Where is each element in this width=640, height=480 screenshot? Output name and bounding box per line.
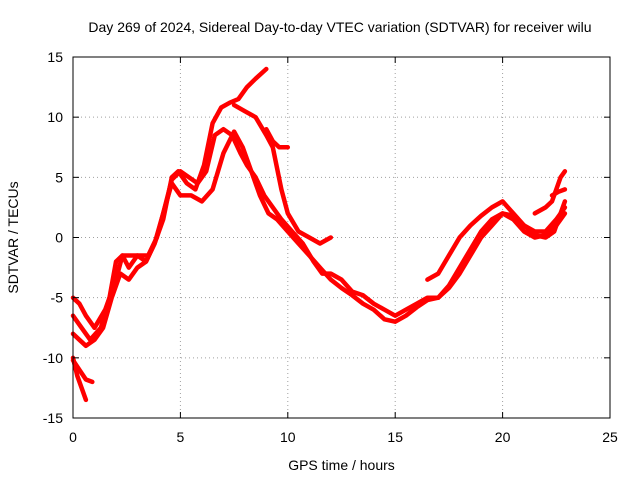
x-tick-label: 0: [69, 429, 77, 445]
y-tick-label: -15: [43, 410, 63, 426]
series-line-arc-6: [425, 199, 568, 282]
y-tick-label: 15: [47, 49, 63, 65]
y-tick-label: -10: [43, 350, 63, 366]
x-tick-label: 20: [495, 429, 511, 445]
series-line-arc-4: [231, 102, 334, 246]
series-line-arc-3: [70, 129, 568, 349]
data-series: [70, 66, 568, 403]
x-tick-label: 10: [280, 429, 296, 445]
y-tick-label: -5: [51, 290, 64, 306]
x-tick-label: 25: [602, 429, 618, 445]
series-line-arc-2: [70, 126, 568, 331]
series-line-arc-5: [264, 126, 291, 150]
y-tick-label: 10: [47, 109, 63, 125]
y-tick-label: 0: [55, 230, 63, 246]
y-axis-label: SDTVAR / TECUs: [5, 181, 21, 293]
x-axis-label: GPS time / hours: [288, 457, 395, 473]
chart-title: Day 269 of 2024, Sidereal Day-to-day VTE…: [88, 19, 591, 35]
series-line-arc-8: [70, 357, 95, 385]
axis-ticks: 0 5 10 15 20 25 15 10 5 0 -5 -10 -15: [43, 49, 618, 445]
y-tick-label: 5: [55, 169, 63, 185]
series-line-arc-1: [70, 66, 269, 343]
x-tick-label: 5: [177, 429, 185, 445]
series-line-arc-10: [549, 187, 568, 198]
grid-lines: [73, 57, 610, 418]
x-tick-label: 15: [387, 429, 403, 445]
